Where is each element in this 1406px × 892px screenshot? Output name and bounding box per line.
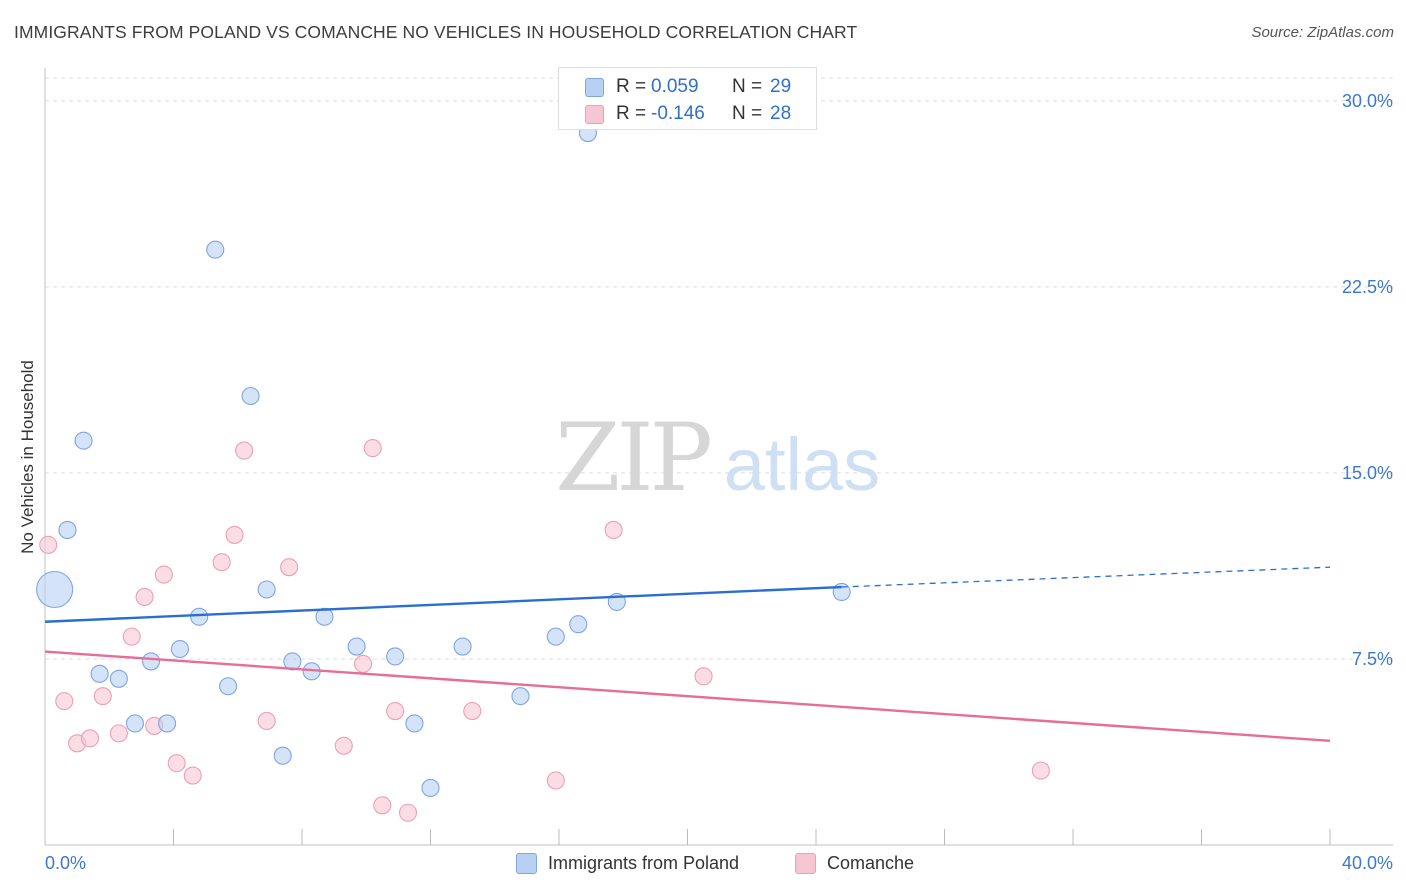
r-value: 0.059 xyxy=(651,76,699,97)
trend-line-poland xyxy=(44,585,842,623)
r-label: R = xyxy=(616,76,647,97)
tick-labels: 7.5% 15.0% 22.5% 30.0% 0.0% 40.0% xyxy=(45,91,1393,873)
n-value: 29 xyxy=(770,76,792,97)
trend-line-poland-extension xyxy=(841,566,1331,588)
data-point-poland xyxy=(141,652,161,671)
data-point-comanche xyxy=(109,724,128,743)
data-point-poland xyxy=(347,637,366,656)
y-axis-label: No Vehicles in Household xyxy=(18,360,37,554)
data-point-poland xyxy=(219,677,238,696)
legend-row-poland: R = 0.059 N = 29 xyxy=(559,74,816,102)
data-point-comanche xyxy=(257,711,276,731)
data-point-comanche xyxy=(93,687,112,706)
axes xyxy=(44,68,1393,846)
data-point-comanche xyxy=(386,701,405,721)
data-point-comanche xyxy=(183,766,202,785)
data-point-comanche xyxy=(80,729,100,748)
data-point-comanche xyxy=(363,439,382,458)
data-point-comanche xyxy=(334,736,353,755)
r-label: R = xyxy=(616,103,647,124)
data-point-poland xyxy=(273,746,292,765)
legend-swatch-poland xyxy=(516,853,537,874)
watermark: ZIP atlas xyxy=(555,404,880,513)
data-point-poland xyxy=(283,652,302,671)
data-point-comanche xyxy=(694,667,713,686)
data-point-poland xyxy=(190,607,209,626)
data-point-comanche xyxy=(280,558,299,577)
legend-stats: R = 0.059 N = 29 R = -0.146 N = 28 xyxy=(558,67,817,130)
data-point-poland xyxy=(206,240,225,259)
chart-title: IMMIGRANTS FROM POLAND VS COMANCHE NO VE… xyxy=(14,22,858,42)
data-point-comanche xyxy=(225,525,244,544)
y-tick-label: 7.5% xyxy=(1352,649,1393,669)
gridlines xyxy=(45,77,1393,660)
data-point-comanche xyxy=(235,441,254,460)
data-point-poland xyxy=(170,639,189,659)
n-label: N = xyxy=(732,103,763,124)
data-point-comanche xyxy=(463,701,482,721)
legend-swatch-poland xyxy=(585,78,604,97)
data-point-comanche xyxy=(135,587,154,606)
data-point-poland xyxy=(511,687,530,706)
data-point-poland xyxy=(832,582,851,602)
data-point-poland xyxy=(125,714,144,733)
data-point-comanche xyxy=(167,754,186,773)
data-point-poland xyxy=(158,714,177,733)
trend-lines xyxy=(44,566,1331,743)
data-point-comanche xyxy=(353,654,373,673)
legend-swatch-comanche xyxy=(795,853,816,874)
data-point-comanche xyxy=(1031,761,1050,780)
data-point-poland xyxy=(421,778,440,797)
data-point-poland xyxy=(58,520,77,540)
legend-row-comanche: R = -0.146 N = 28 xyxy=(559,101,816,129)
data-point-comanche xyxy=(154,565,173,584)
y-tick-label: 22.5% xyxy=(1342,277,1393,297)
data-point-poland xyxy=(386,647,405,666)
watermark-atlas: atlas xyxy=(724,423,880,506)
n-label: N = xyxy=(732,76,763,97)
watermark-zip: ZIP xyxy=(555,404,709,513)
y-tick-label: 30.0% xyxy=(1342,91,1393,111)
data-point-poland xyxy=(315,607,334,626)
x-tick-label: 40.0% xyxy=(1342,853,1393,873)
data-point-poland xyxy=(405,714,424,733)
data-point-comanche xyxy=(55,692,74,711)
trend-line-comanche xyxy=(44,650,1331,743)
data-point-comanche xyxy=(373,796,392,815)
data-point-comanche xyxy=(604,520,623,540)
r-value: -0.146 xyxy=(651,103,705,124)
poland-points xyxy=(36,124,851,797)
data-point-comanche xyxy=(39,535,58,554)
data-point-comanche xyxy=(212,553,231,572)
data-point-poland xyxy=(569,615,588,634)
data-point-poland xyxy=(74,431,93,450)
data-point-comanche xyxy=(122,627,141,646)
data-point-poland xyxy=(241,386,260,406)
source-label: Source: ZipAtlas.com xyxy=(1251,24,1394,41)
data-point-poland xyxy=(453,637,472,656)
legend-series: Immigrants from Poland Comanche xyxy=(0,852,1406,878)
n-value: 28 xyxy=(770,103,792,124)
data-point-comanche xyxy=(398,803,418,822)
data-point-poland xyxy=(36,570,74,609)
legend-label-poland: Immigrants from Poland xyxy=(548,853,740,873)
data-point-poland xyxy=(257,580,276,599)
data-point-poland xyxy=(109,669,128,688)
data-point-poland xyxy=(546,627,565,646)
data-point-comanche xyxy=(546,771,565,790)
x-tick-label: 0.0% xyxy=(45,853,86,873)
y-tick-label: 15.0% xyxy=(1342,463,1393,483)
data-point-poland xyxy=(90,664,109,683)
legend-label-comanche: Comanche xyxy=(827,853,915,873)
comanche-points xyxy=(39,439,1050,822)
legend-swatch-comanche xyxy=(585,105,604,124)
